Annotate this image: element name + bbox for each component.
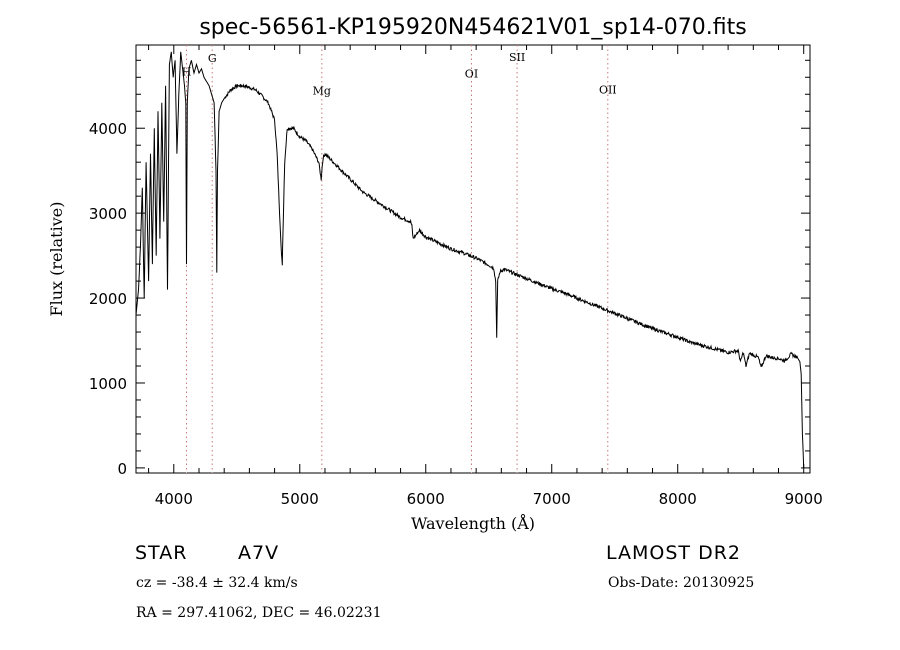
- y-axis-label: Flux (relative): [47, 202, 66, 317]
- marker-label-sii: SII: [509, 51, 525, 64]
- x-tick-label: 7000: [533, 490, 571, 508]
- y-tick-label: 1000: [89, 375, 127, 393]
- marker-label-mg: Mg: [313, 84, 331, 97]
- redshift-velocity: cz = -38.4 ± 32.4 km/s: [136, 575, 298, 591]
- marker-label-h: H: [182, 66, 192, 79]
- y-tick-label: 4000: [89, 120, 127, 138]
- y-tick-label: 2000: [89, 290, 127, 308]
- marker-label-oi: OI: [465, 67, 478, 80]
- spectral-class: A7V: [238, 542, 280, 564]
- x-tick-label: 9000: [785, 490, 823, 508]
- spectrum-line: [135, 51, 805, 468]
- object-type: STAR: [135, 542, 188, 564]
- chart-title: spec-56561-KP195920N454621V01_sp14-070.f…: [199, 15, 746, 40]
- x-tick-label: 6000: [407, 490, 445, 508]
- marker-label-oii: OII: [599, 83, 617, 96]
- sky-coordinates: RA = 297.41062, DEC = 46.02231: [136, 605, 382, 621]
- x-tick-label: 5000: [281, 490, 319, 508]
- y-tick-label: 3000: [89, 205, 127, 223]
- marker-label-g: G: [208, 52, 217, 65]
- x-axis-label: Wavelength (Å): [411, 513, 535, 533]
- observation-date: Obs-Date: 20130925: [608, 575, 755, 591]
- x-tick-label: 4000: [155, 490, 193, 508]
- x-tick-label: 8000: [659, 490, 697, 508]
- plot-frame: [135, 44, 811, 474]
- survey-release: LAMOST DR2: [606, 542, 741, 564]
- y-tick-label: 0: [117, 460, 127, 478]
